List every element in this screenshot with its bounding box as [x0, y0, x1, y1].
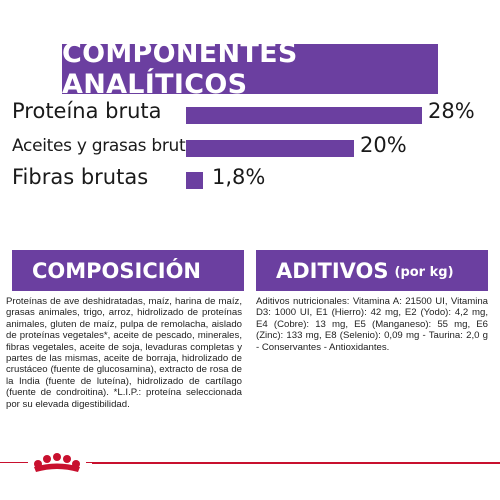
- fiber-label: Fibras brutas: [12, 165, 149, 189]
- fat-bar: [186, 140, 354, 157]
- protein-bar: [186, 107, 422, 124]
- crown-logo-svg: [34, 453, 80, 472]
- analytics-title: COMPONENTES ANALÍTICOS: [62, 38, 438, 100]
- fat-label: Aceites y grasas brutos: [12, 136, 205, 156]
- composition-heading-text: COMPOSICIÓN: [32, 258, 201, 283]
- composition-text: Proteínas de ave deshidratadas, maíz, ha…: [6, 296, 242, 410]
- protein-label: Proteína bruta: [12, 99, 162, 123]
- additives-heading-unit: (por kg): [394, 265, 454, 280]
- protein-value: 28%: [428, 99, 475, 123]
- composition-heading: COMPOSICIÓN: [12, 250, 244, 291]
- analytics-row-protein: Proteína bruta 28%: [0, 99, 500, 131]
- additives-heading-text: ADITIVOS: [276, 258, 389, 283]
- analytics-row-fiber: Fibras brutas 1,8%: [0, 165, 500, 197]
- fiber-bar: [186, 172, 203, 189]
- analytics-row-fat: Aceites y grasas brutos 20%: [0, 133, 500, 165]
- fat-value: 20%: [360, 133, 407, 157]
- additives-text: Aditivos nutricionales: Vitamina A: 2150…: [256, 296, 488, 353]
- top-band: [0, 0, 500, 32]
- fiber-value: 1,8%: [212, 165, 266, 189]
- bottom-rule-accent: [92, 462, 500, 464]
- additives-heading: ADITIVOS (por kg): [256, 250, 488, 291]
- royal-canin-crown-icon: [28, 450, 86, 476]
